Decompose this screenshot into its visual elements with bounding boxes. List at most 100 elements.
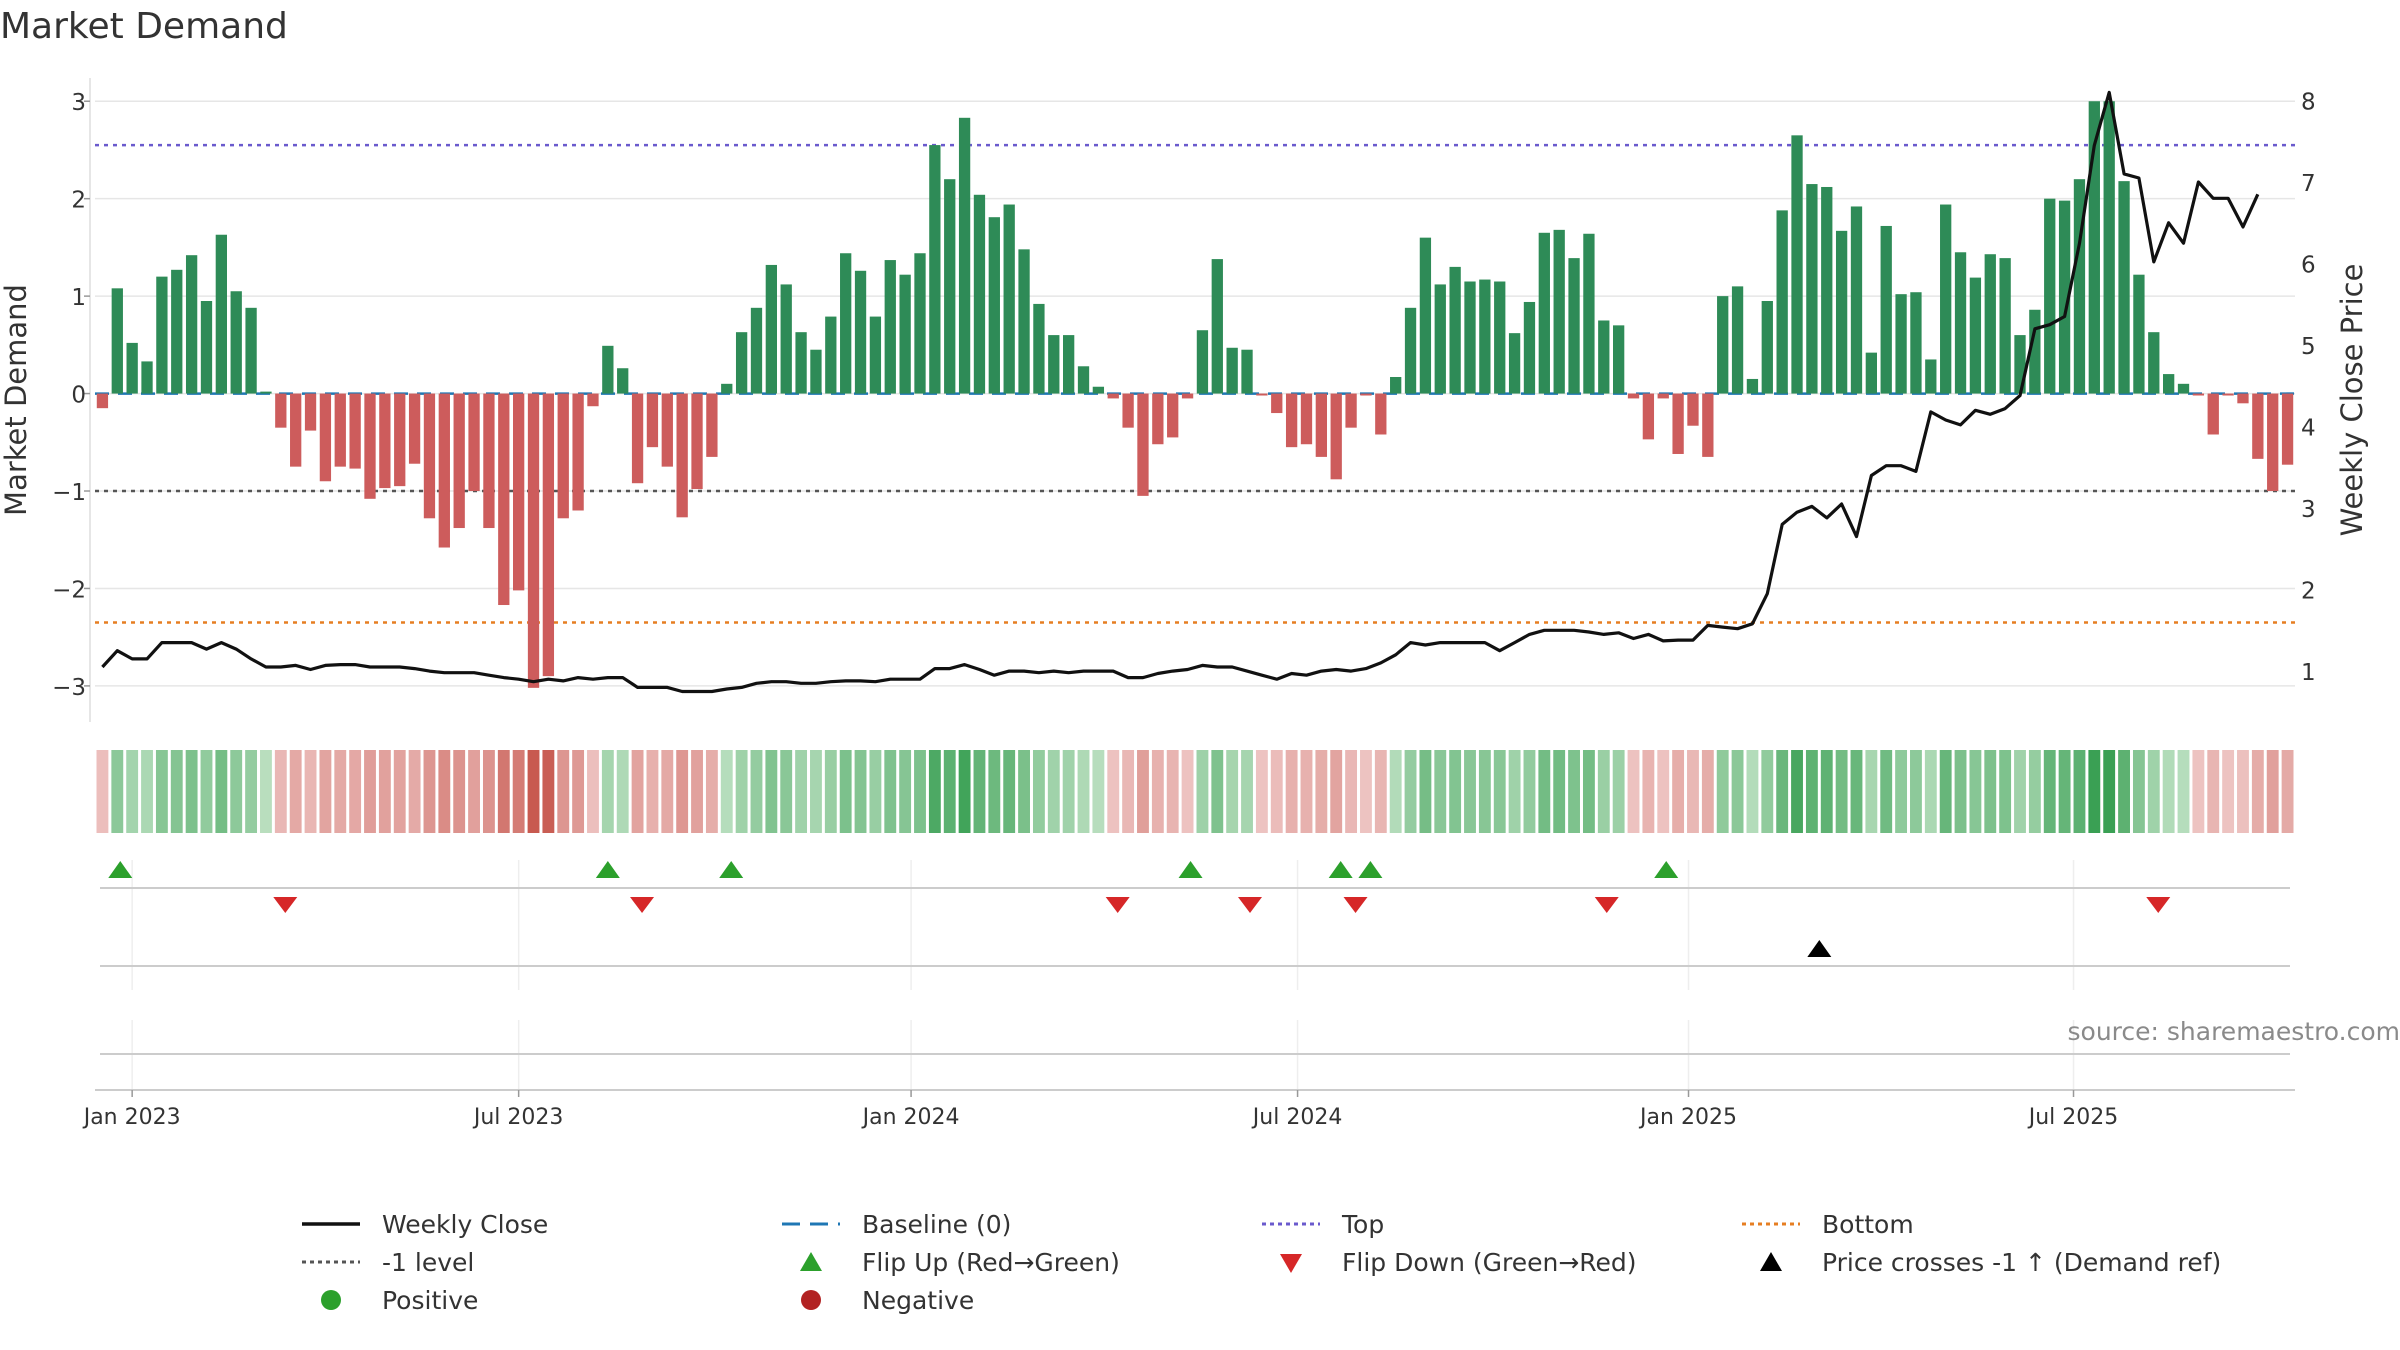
flip-down-marker	[1343, 897, 1368, 913]
demand-bar	[379, 393, 391, 489]
legend-label: Top	[1342, 1209, 1385, 1239]
demand-bar	[869, 316, 882, 394]
legend-label: Baseline (0)	[862, 1209, 1012, 1239]
heat-cell	[943, 750, 956, 833]
circle-icon	[321, 1290, 341, 1310]
heat-cell	[2237, 750, 2249, 833]
demand-bar	[2058, 200, 2071, 394]
demand-bar	[2118, 181, 2130, 394]
heat-cell	[230, 750, 243, 833]
heat-cell	[1285, 750, 1298, 833]
heat-cell	[2207, 750, 2220, 833]
demand-bar	[334, 393, 346, 467]
heat-cell	[616, 750, 629, 833]
demand-bar	[1657, 393, 1669, 399]
x-tick-label: Jan 2024	[861, 1105, 960, 1130]
chart-title: Market Demand	[0, 6, 288, 47]
heat-cell	[364, 750, 376, 833]
flip-up-marker	[595, 861, 620, 878]
demand-bar	[1196, 330, 1209, 394]
demand-bar	[691, 393, 703, 490]
heat-cell	[705, 750, 718, 833]
demand-bar	[973, 194, 986, 394]
heat-cell	[2222, 750, 2235, 833]
demand-bar	[1806, 184, 1818, 394]
demand-bar	[1850, 206, 1863, 394]
demand-bar	[676, 393, 688, 518]
demand-bar	[1494, 281, 1506, 394]
demand-bar	[929, 145, 941, 394]
demand-bar	[1568, 258, 1580, 394]
heat-cell	[1226, 750, 1239, 833]
demand-bar	[1167, 393, 1179, 438]
heat-cell	[1018, 750, 1030, 833]
heat-cell	[1910, 750, 1922, 833]
legend-item-minus1: -1 level	[300, 1243, 474, 1281]
heat-cell	[1731, 750, 1744, 833]
demand-bar	[1969, 277, 1982, 394]
demand-bars	[96, 101, 2294, 688]
heat-cell	[2192, 750, 2205, 833]
legend-row: Weekly Close Baseline (0) Top Bottom	[300, 1205, 2260, 1243]
demand-bar	[1523, 301, 1536, 394]
heat-cell	[661, 750, 674, 833]
demand-bar	[1256, 393, 1268, 396]
demand-bar	[1241, 349, 1253, 394]
axes: 3 2 1 0 −1 −2 −3 8 7 6 5 4 3 2 1 Market Demand Weekly Cl…	[0, 78, 2369, 722]
demand-bar	[1063, 335, 1075, 394]
flip-up-marker	[1654, 861, 1679, 878]
demand-bar	[1702, 393, 1714, 457]
demand-bar	[1821, 186, 1833, 394]
demand-bar	[1538, 232, 1550, 394]
demand-bar	[1360, 393, 1372, 396]
demand-bar	[527, 393, 540, 688]
demand-bar	[1761, 300, 1773, 394]
heat-cell	[1047, 750, 1060, 833]
heat-cell	[1508, 750, 1521, 833]
heat-cell	[2251, 750, 2264, 833]
heat-cell	[1835, 750, 1848, 833]
y2-tick-label: 8	[2301, 90, 2316, 116]
heat-cell	[2073, 750, 2086, 833]
demand-bar	[944, 179, 956, 394]
legend-row: Positive Negative	[300, 1281, 2260, 1319]
demand-heat-strip	[96, 750, 2294, 833]
demand-bar	[780, 284, 792, 394]
heat-cell	[1716, 750, 1729, 833]
heat-cell	[587, 750, 599, 833]
heat-cell	[1360, 750, 1372, 833]
triangle-up-icon	[800, 1252, 822, 1271]
flip-down-marker	[1105, 897, 1130, 913]
heat-cell	[185, 750, 198, 833]
heat-cell	[1672, 750, 1685, 833]
legend-label: Weekly Close	[382, 1209, 549, 1239]
demand-bar	[1791, 135, 1803, 394]
heat-cell	[676, 750, 689, 833]
flip-down-marker	[630, 897, 655, 913]
heat-cell	[1865, 750, 1878, 833]
demand-bar	[2073, 179, 2086, 394]
demand-bar	[1479, 279, 1491, 394]
heat-cell	[260, 750, 272, 833]
heat-cell	[839, 750, 852, 833]
y2-tick-label: 7	[2301, 171, 2316, 197]
heat-cell	[869, 750, 882, 833]
demand-bar	[884, 260, 896, 394]
demand-bar	[364, 393, 376, 499]
heat-cell	[572, 750, 585, 833]
demand-bar	[1583, 233, 1595, 394]
heat-cell	[750, 750, 763, 833]
y2-tick-label: 1	[2301, 660, 2316, 686]
heat-cell	[1241, 750, 1253, 833]
heat-cell	[1315, 750, 1328, 833]
demand-bar	[557, 393, 569, 519]
demand-bar	[156, 276, 168, 394]
demand-bar	[735, 332, 748, 394]
flip-down-marker	[1238, 897, 1262, 913]
demand-bar	[1300, 393, 1313, 445]
demand-bar	[245, 307, 257, 394]
demand-bar	[631, 393, 644, 484]
demand-bar	[1330, 393, 1342, 480]
demand-bar	[1910, 292, 1922, 394]
demand-bar	[408, 393, 421, 464]
